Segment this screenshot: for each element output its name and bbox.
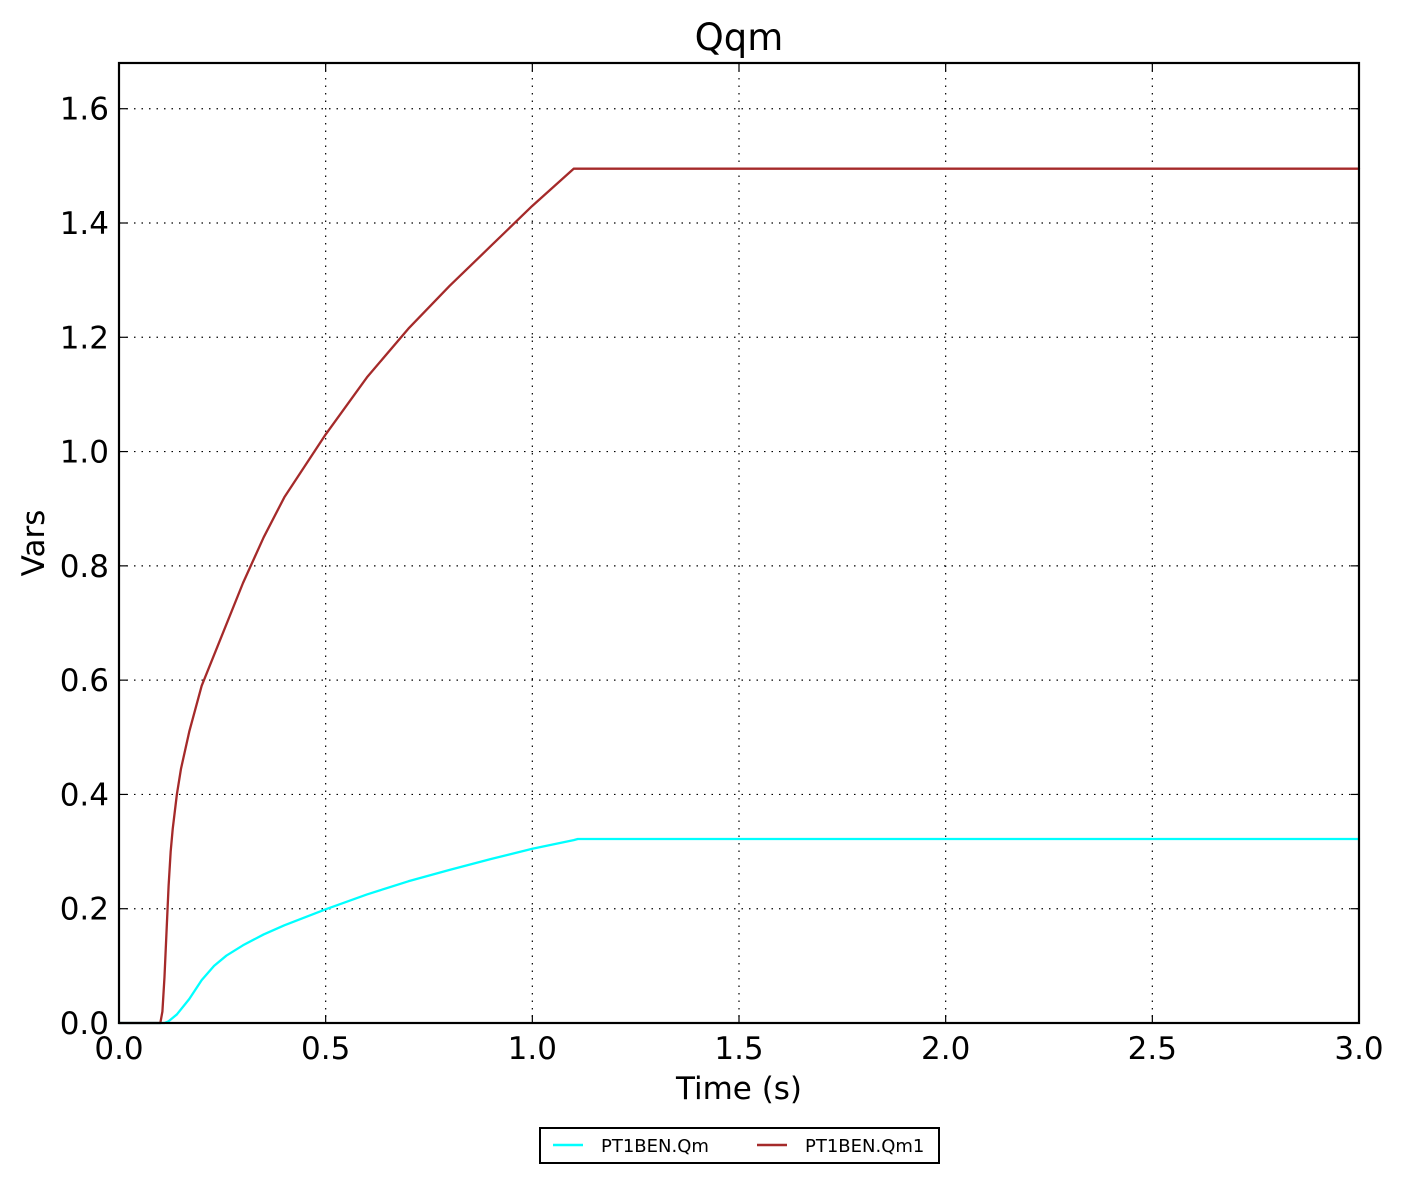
- series-line-0: [117, 837, 1361, 1025]
- y-tick-label: 1.2: [60, 320, 109, 356]
- y-tick-label: 0.4: [60, 777, 109, 813]
- y-tick-label: 1.0: [60, 435, 109, 471]
- legend-label-qm1: PT1BEN.Qm1: [805, 1136, 924, 1157]
- y-tick-label: 0.0: [60, 1006, 109, 1042]
- y-tick-label: 1.6: [60, 92, 109, 128]
- x-tick-label: 3.0: [1334, 1031, 1383, 1067]
- x-tick-label: 2.5: [1128, 1031, 1177, 1067]
- x-axis-tick-labels: 0.0 0.5 1.0 1.5 2.0 2.5 3.0: [94, 1031, 1383, 1067]
- x-tick-label: 1.5: [714, 1031, 763, 1067]
- y-axis-tick-labels: 0.0 0.2 0.4 0.6 0.8 1.0 1.2 1.4 1.6: [60, 92, 109, 1042]
- legend-label-qm: PT1BEN.Qm: [601, 1136, 709, 1157]
- x-tick-label: 0.0: [94, 1031, 143, 1067]
- x-tick-label: 1.0: [508, 1031, 557, 1067]
- y-tick-label: 0.6: [60, 663, 109, 699]
- y-tick-label: 1.4: [60, 206, 109, 242]
- x-axis-label: Time (s): [675, 1071, 802, 1107]
- series-line-1: [117, 167, 1361, 1025]
- x-tick-label: 2.0: [921, 1031, 970, 1067]
- chart-title: Qqm: [695, 16, 784, 59]
- legend: PT1BEN.Qm PT1BEN.Qm1: [539, 1127, 940, 1164]
- legend-box: [539, 1127, 940, 1164]
- x-tick-label: 0.5: [301, 1031, 350, 1067]
- plot-area-series: [117, 167, 1361, 1025]
- plot-frame: [117, 61, 1361, 1025]
- y-tick-label: 0.8: [60, 549, 109, 585]
- y-axis-label: Vars: [16, 510, 52, 577]
- y-tick-label: 0.2: [60, 892, 109, 928]
